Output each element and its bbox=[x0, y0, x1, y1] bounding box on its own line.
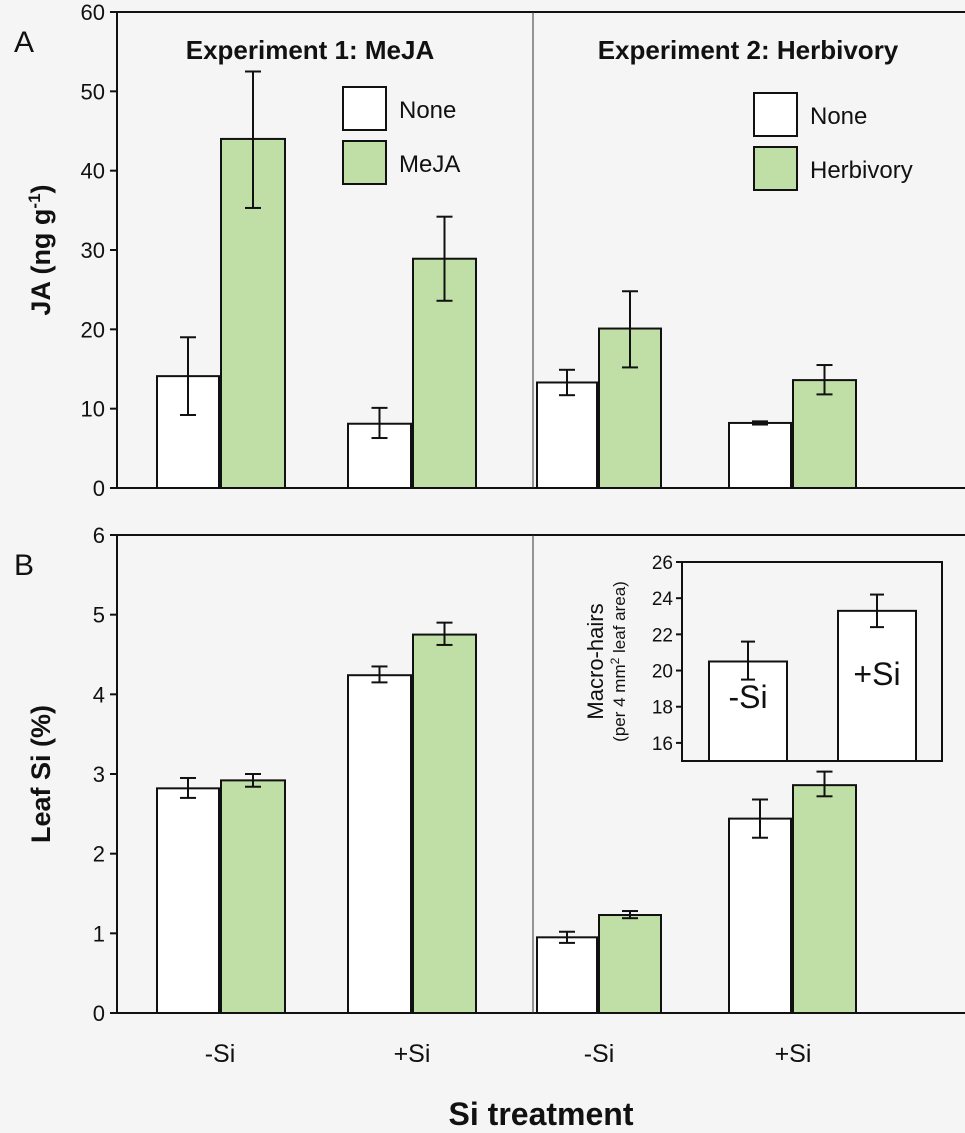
inset-y-tick-label: 16 bbox=[652, 734, 673, 755]
y-tick-label: 4 bbox=[93, 682, 105, 707]
inset-bar-label: +Si bbox=[853, 656, 900, 692]
bar-meja bbox=[412, 257, 477, 489]
legend-swatch bbox=[342, 86, 387, 131]
bar-herbivory bbox=[792, 784, 857, 1014]
y-tick-label: 10 bbox=[81, 397, 105, 422]
inset-bar-label: -Si bbox=[728, 679, 767, 715]
legend-swatch bbox=[342, 140, 387, 185]
bar-meja bbox=[220, 779, 286, 1015]
bar-herbivory bbox=[598, 914, 662, 1015]
legend-label: None bbox=[810, 103, 867, 130]
experiment-title: Experiment 1: MeJA bbox=[186, 35, 435, 65]
panel-label: B bbox=[14, 549, 34, 582]
x-tick-label: +Si bbox=[775, 1040, 812, 1068]
y-tick-label: 0 bbox=[93, 1001, 105, 1026]
y-axis-label: Leaf Si (%) bbox=[26, 705, 56, 843]
legend-label: Herbivory bbox=[810, 157, 913, 184]
inset-frame bbox=[681, 561, 943, 762]
y-tick-label: 5 bbox=[93, 603, 105, 628]
y-tick-label: 2 bbox=[93, 842, 105, 867]
inset-bar bbox=[837, 609, 917, 762]
experiment-title: Experiment 2: Herbivory bbox=[598, 35, 899, 65]
bar-meja bbox=[412, 633, 477, 1014]
inset-y-tick-label: 22 bbox=[652, 625, 673, 646]
legend-swatch bbox=[753, 146, 798, 191]
inset-y-tick-label: 18 bbox=[652, 698, 673, 719]
x-tick-label: -Si bbox=[584, 1040, 615, 1068]
bar-none bbox=[728, 421, 792, 489]
y-tick-label: 40 bbox=[81, 159, 105, 184]
y-tick-label: 50 bbox=[81, 79, 105, 104]
x-axis-label: Si treatment bbox=[449, 1096, 634, 1132]
y-tick-label: 1 bbox=[93, 921, 105, 946]
bar-none bbox=[347, 674, 412, 1014]
y-tick-label: 30 bbox=[81, 238, 105, 263]
inset-y-tick-label: 20 bbox=[652, 662, 673, 683]
legend-label: None bbox=[399, 97, 456, 124]
bar-none bbox=[536, 381, 598, 489]
bar-none bbox=[728, 817, 792, 1015]
inset-y-axis-sublabel: (per 4 mm2 leaf area) bbox=[608, 581, 629, 742]
inset-y-tick-label: 24 bbox=[652, 589, 674, 610]
y-tick-label: 3 bbox=[93, 762, 105, 787]
y-axis-label: JA (ng g-1) bbox=[25, 184, 56, 315]
y-tick-label: 0 bbox=[93, 476, 105, 501]
x-tick-label: -Si bbox=[205, 1040, 236, 1068]
y-tick-label: 60 bbox=[81, 0, 105, 25]
panel-label: A bbox=[14, 26, 34, 59]
inset-y-axis-label: Macro-hairs bbox=[583, 603, 608, 719]
legend-swatch bbox=[753, 92, 798, 137]
bar-none bbox=[156, 787, 220, 1015]
bar-none bbox=[536, 936, 598, 1014]
y-tick-label: 6 bbox=[93, 523, 105, 548]
legend-label: MeJA bbox=[399, 151, 460, 178]
inset-y-tick-label: 26 bbox=[652, 553, 673, 574]
x-tick-label: +Si bbox=[394, 1040, 431, 1068]
bar-herbivory bbox=[792, 379, 857, 489]
y-tick-label: 20 bbox=[81, 317, 105, 342]
